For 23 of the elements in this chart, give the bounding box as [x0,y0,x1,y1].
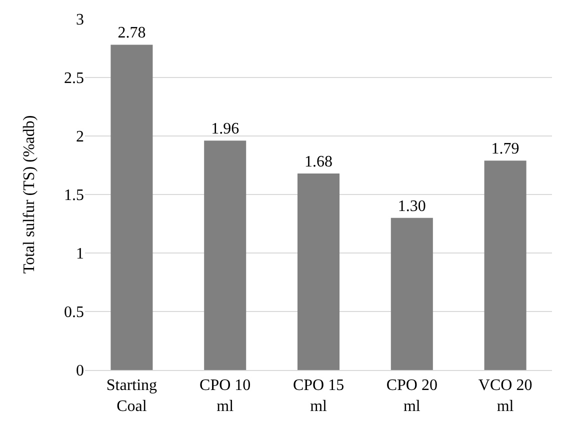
data-label: 1.96 [211,120,240,138]
y-tick-label: 2.5 [64,70,84,88]
data-label: 1.79 [491,140,520,158]
x-tick-label: VCO 20 ml [478,377,532,415]
data-label: 2.78 [118,24,146,42]
x-tick-label: Starting Coal [106,377,158,415]
bar [297,173,340,370]
x-tick-label: CPO 20 ml [386,377,438,415]
x-tick-label: CPO 15 ml [292,377,344,415]
y-tick-label: 0.5 [64,304,84,322]
y-axis-title: Total sulfur (TS) (%adb) [20,115,38,274]
data-label: 1.30 [398,198,426,215]
y-tick-label: 3 [76,12,84,29]
y-tick-label: 0 [76,362,84,380]
bar [204,140,246,370]
bar [484,160,526,370]
y-tick-label: 1.5 [64,187,84,204]
y-tick-label: 2 [76,128,84,146]
bar [110,44,153,370]
bar [390,218,433,370]
y-tick-label: 1 [76,246,84,263]
x-tick-label: CPO 10 ml [200,377,251,415]
data-label: 1.68 [304,153,333,170]
